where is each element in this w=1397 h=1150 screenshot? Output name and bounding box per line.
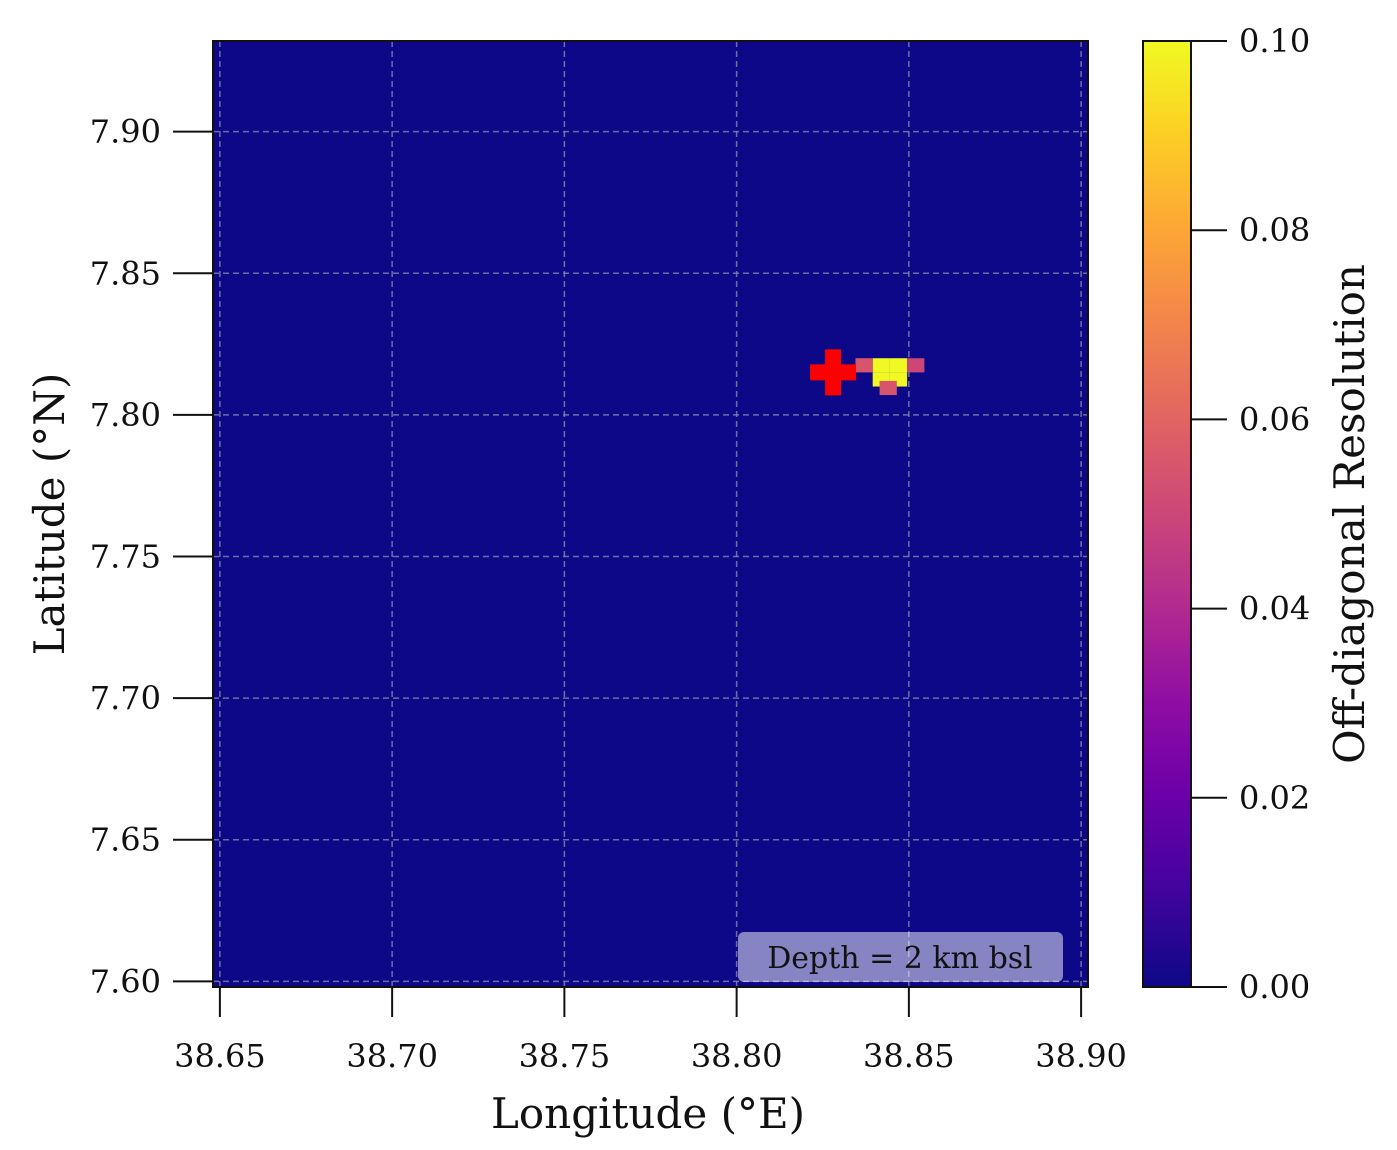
x-tick-label: 38.80	[691, 1037, 783, 1075]
colorbar-title: Off-diagonal Resolution	[1325, 264, 1374, 764]
x-axis-title: Longitude (°E)	[491, 1089, 805, 1138]
heatmap-background	[213, 41, 1088, 987]
colorbar: 0.00 0.02 0.04 0.06 0.08 0.10 Off-diagonal Re…	[1142, 22, 1374, 1006]
x-tick-label: 38.90	[1035, 1037, 1127, 1075]
axes: 38.65 38.70 38.75 38.80 38.85 38.90 7.60 7.65 7.…	[90, 40, 1127, 1075]
y-tick-label: 7.65	[90, 821, 161, 859]
colorbar-gradient	[1142, 40, 1192, 988]
y-tick-label: 7.70	[90, 679, 161, 717]
plot-area	[213, 41, 1088, 987]
heatmap-cell	[855, 358, 873, 373]
colorbar-tick-label: 0.02	[1239, 779, 1310, 817]
depth-annotation-text: Depth = 2 km bsl	[767, 941, 1033, 976]
marker-layer	[810, 349, 857, 396]
colorbar-tick-label: 0.04	[1239, 590, 1310, 628]
y-tick-label: 7.60	[90, 962, 161, 1000]
colorbar-tick-label: 0.10	[1239, 22, 1310, 60]
y-tick-label: 7.80	[90, 396, 161, 434]
heatmap-cell	[879, 380, 897, 396]
colorbar-tick-label: 0.06	[1239, 400, 1310, 438]
depth-annotation: Depth = 2 km bsl	[738, 932, 1063, 982]
x-tick-label: 38.70	[346, 1037, 438, 1075]
x-tick-label: 38.75	[519, 1037, 611, 1075]
y-axis-title: Latitude (°N)	[25, 373, 74, 656]
plot-frame	[212, 40, 1089, 988]
y-tick-label: 7.75	[90, 537, 161, 575]
heatmap-cell	[907, 358, 925, 373]
colorbar-tick-label: 0.08	[1239, 211, 1310, 249]
x-tick-label: 38.85	[863, 1037, 955, 1075]
y-tick-label: 7.90	[90, 113, 161, 151]
y-tick-label: 7.85	[90, 254, 161, 292]
heatmap-cell	[872, 358, 890, 373]
heatmap-cells	[855, 358, 925, 396]
colorbar-ticks: 0.00 0.02 0.04 0.06 0.08 0.10	[1191, 22, 1310, 1006]
marker-cross-v	[825, 349, 842, 396]
colorbar-tick-label: 0.00	[1239, 968, 1310, 1006]
grid-lines	[213, 41, 1088, 987]
x-tick-label: 38.65	[174, 1037, 266, 1075]
heatmap-cell	[889, 358, 908, 373]
